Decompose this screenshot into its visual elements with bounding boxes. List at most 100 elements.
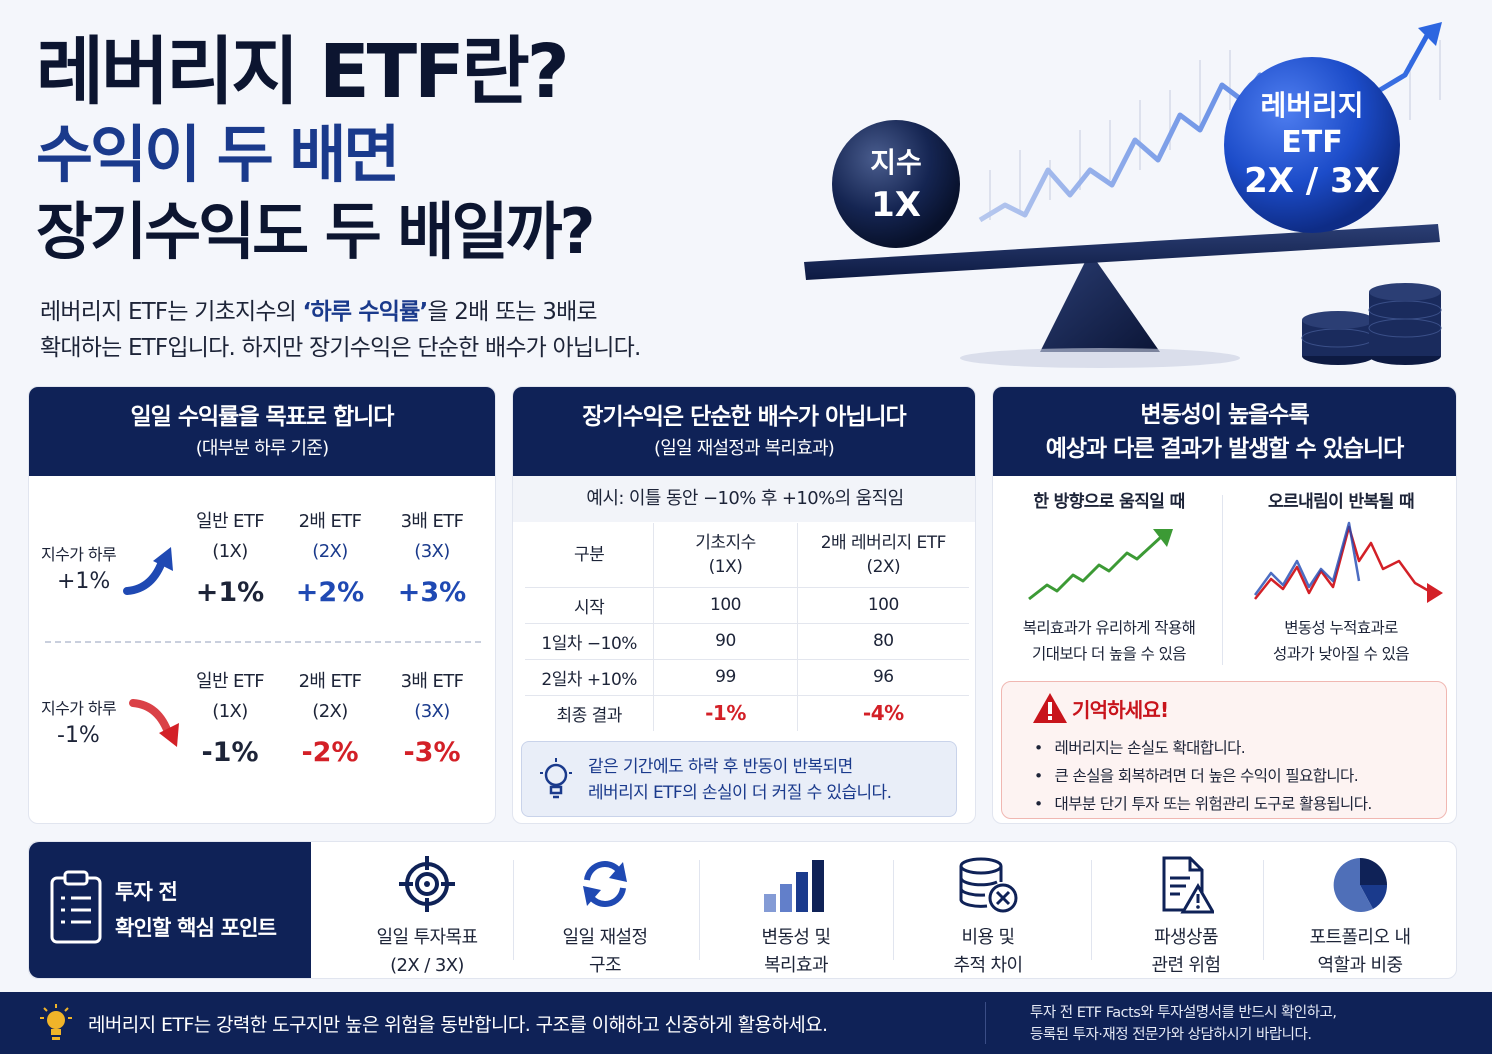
volatile-chart-icon bbox=[1253, 521, 1443, 603]
col-result: -2% bbox=[301, 737, 359, 768]
title-line-1: 레버리지 ETF란? bbox=[36, 29, 570, 115]
label-line: 비용 및 bbox=[961, 927, 1015, 948]
column-heading: 오르내림이 반복될 때 bbox=[1268, 492, 1415, 512]
row-index-value: 90 bbox=[653, 623, 798, 660]
label-line: (2X / 3X) bbox=[390, 955, 464, 976]
row-label: 2일차 +10% bbox=[525, 659, 654, 696]
ball-big-multiple: 2X / 3X bbox=[1244, 161, 1380, 201]
desc-text: 레버리지 ETF는 기초지수의 bbox=[40, 299, 303, 325]
panel-title: 장기수익은 단순한 배수가 아닙니다 bbox=[582, 403, 906, 430]
index-ball: 지수 1X bbox=[832, 120, 960, 248]
label-line: 포트폴리오 내 bbox=[1309, 927, 1411, 948]
check-item-portfolio: 포트폴리오 내 역할과 비중 bbox=[1265, 850, 1455, 976]
col-3x: 3배 ETF (3X) +3% bbox=[387, 507, 477, 608]
check-item-daily-target: 일일 투자목표 (2X / 3X) bbox=[335, 850, 519, 976]
document-warning-icon bbox=[1162, 856, 1214, 914]
row-leverage-value: 80 bbox=[796, 623, 969, 660]
scenario-value: -1% bbox=[57, 723, 100, 748]
col-multiple: (3X) bbox=[414, 541, 450, 562]
col-multiple: (1X) bbox=[212, 541, 248, 562]
col-result: +3% bbox=[397, 577, 467, 608]
row-label: 시작 bbox=[525, 587, 654, 624]
example-table: 구분 기초지수 (1X) 2배 레버리지 ETF (2X) 시작 100 100 1… bbox=[525, 523, 969, 731]
item-divider bbox=[1263, 860, 1264, 960]
target-icon bbox=[399, 856, 455, 912]
label-line: 구조 bbox=[589, 955, 622, 976]
warning-icon bbox=[1033, 693, 1067, 723]
arrow-down-icon bbox=[129, 699, 179, 747]
column-description: 변동성 누적효과로 성과가 낮아질 수 있음 bbox=[1231, 615, 1451, 667]
col-name: 2배 ETF bbox=[298, 671, 362, 692]
dashed-divider bbox=[45, 641, 481, 643]
col-multiple: (3X) bbox=[414, 701, 450, 722]
table-row: 시작 100 100 bbox=[525, 587, 969, 624]
header-leverage-multiple: (2X) bbox=[866, 556, 901, 577]
header-index-multiple: (1X) bbox=[708, 556, 743, 577]
col-name: 3배 ETF bbox=[400, 511, 464, 532]
arrow-up-icon bbox=[123, 547, 173, 595]
row-leverage-value: 96 bbox=[796, 659, 969, 696]
label-line: 추적 차이 bbox=[953, 955, 1024, 976]
desc-line: 기대보다 더 높을 수 있음 bbox=[1032, 645, 1187, 663]
label-line: 복리효과 bbox=[764, 955, 828, 976]
panel-title-line-1: 변동성이 높을수록 bbox=[1140, 401, 1309, 428]
ball-big-label-2: ETF bbox=[1281, 125, 1342, 160]
hero-description: 레버리지 ETF는 기초지수의 ‘하루 수익률’을 2배 또는 3배로 확대하는… bbox=[40, 294, 641, 366]
row-label: 1일차 −10% bbox=[525, 623, 654, 660]
header-index: 기초지수 (1X) bbox=[653, 523, 798, 588]
list-item: 레버리지는 손실도 확대합니다. bbox=[1034, 734, 1372, 762]
header-leverage-name: 2배 레버리지 ETF bbox=[820, 532, 947, 553]
table-row: 2일차 +10% 99 96 bbox=[525, 659, 969, 696]
col-result: +1% bbox=[195, 577, 265, 608]
checklist-title-line: 투자 전 bbox=[115, 880, 178, 904]
col-multiple: (2X) bbox=[312, 701, 348, 722]
panel-subtitle: (대부분 하루 기준) bbox=[195, 437, 329, 459]
row-leverage-value: -4% bbox=[796, 695, 969, 731]
row-index-value: 99 bbox=[653, 659, 798, 696]
scenario-label: 지수가 하루 bbox=[41, 545, 117, 564]
footer-disclaimer: 투자 전 ETF Facts와 투자설명서를 반드시 확인하고, 등록된 투자·… bbox=[1030, 1002, 1337, 1046]
check-item-cost: 비용 및 추적 차이 bbox=[895, 850, 1081, 976]
panel-header: 일일 수익률을 목표로 합니다 (대부분 하루 기준) bbox=[29, 387, 495, 476]
warning-title: 기억하세요! bbox=[1072, 698, 1169, 722]
checklist-section: 투자 전 확인할 핵심 포인트 일일 투자목표 (2X / 3X) 일일 재설정 bbox=[28, 841, 1457, 979]
check-item-label: 비용 및 추적 차이 bbox=[895, 924, 1081, 980]
label-line: 일일 투자목표 bbox=[376, 927, 478, 948]
info-note: 같은 기간에도 하락 후 반동이 반복되면 레버리지 ETF의 손실이 더 커질… bbox=[521, 741, 957, 817]
desc-line-2: 확대하는 ETF입니다. 하지만 장기수익은 단순한 배수가 아닙니다. bbox=[40, 335, 641, 361]
checklist-title-line: 확인할 핵심 포인트 bbox=[115, 916, 277, 940]
example-caption: 예시: 이틀 동안 −10% 후 +10%의 움직임 bbox=[513, 476, 975, 522]
clipboard-icon bbox=[50, 870, 102, 944]
warning-list: 레버리지는 손실도 확대합니다. 큰 손실을 회복하려면 더 높은 수익이 필요… bbox=[1034, 734, 1373, 818]
scenario-value: +1% bbox=[57, 569, 111, 594]
coin-stack-icon bbox=[1301, 283, 1442, 365]
footer-message: 레버리지 ETF는 강력한 도구지만 높은 위험을 동반합니다. 구조를 이해하… bbox=[88, 1014, 828, 1036]
title-line-3: 장기수익도 두 배일까? bbox=[36, 195, 595, 268]
footer-bar: 레버리지 ETF는 강력한 도구지만 높은 위험을 동반합니다. 구조를 이해하… bbox=[0, 992, 1492, 1054]
row-label: 최종 결과 bbox=[556, 705, 622, 726]
note-line: 레버리지 ETF의 손실이 더 커질 수 있습니다. bbox=[588, 783, 892, 803]
table-row: 1일차 −10% 90 80 bbox=[525, 623, 969, 660]
lightbulb-icon bbox=[540, 758, 572, 799]
header-category: 구분 bbox=[525, 523, 654, 588]
column-divider bbox=[1222, 495, 1223, 665]
seesaw-illustration: 지수 1X 레버리지 ETF 2X / 3X bbox=[804, 22, 1442, 368]
check-item-label: 일일 투자목표 (2X / 3X) bbox=[335, 924, 519, 980]
col-result: -1% bbox=[201, 737, 259, 768]
check-item-label: 파생상품 관련 위험 bbox=[1093, 924, 1279, 980]
hero-title: 레버리지 ETF란? 수익이 두 배면 장기수익도 두 배일까? bbox=[36, 26, 595, 272]
trend-arrow-icon bbox=[1418, 22, 1442, 46]
col-2x: 2배 ETF (2X) +2% bbox=[285, 507, 375, 608]
panel-header: 변동성이 높을수록 예상과 다른 결과가 발생할 수 있습니다 bbox=[993, 387, 1456, 476]
check-item-daily-reset: 일일 재설정 구조 bbox=[513, 850, 697, 976]
warning-box: 기억하세요! 레버리지는 손실도 확대합니다. 큰 손실을 회복하려면 더 높은… bbox=[1001, 681, 1447, 819]
col-1x: 일반 ETF (1X) +1% bbox=[185, 507, 275, 608]
cost-icon bbox=[959, 857, 1018, 913]
item-divider bbox=[1091, 860, 1092, 960]
ball-small-label: 지수 bbox=[870, 146, 922, 179]
panel-title: 일일 수익률을 목표로 합니다 bbox=[130, 403, 395, 430]
col-multiple: (2X) bbox=[312, 541, 348, 562]
header-leverage: 2배 레버리지 ETF (2X) bbox=[796, 523, 969, 588]
col-1x: 일반 ETF (1X) -1% bbox=[185, 667, 275, 768]
check-item-derivatives: 파생상품 관련 위험 bbox=[1093, 850, 1279, 976]
